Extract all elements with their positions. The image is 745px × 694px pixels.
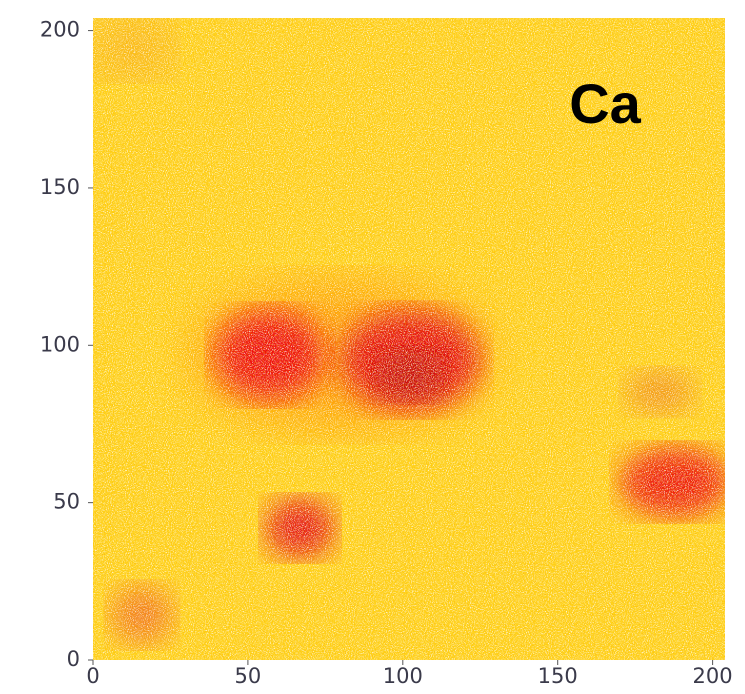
- x-tick-label: 100: [383, 664, 423, 688]
- y-tick-label: 100: [40, 332, 80, 356]
- x-tick-label: 0: [86, 664, 99, 688]
- heatmap-image: [93, 18, 725, 660]
- annotation: Ca: [569, 72, 641, 135]
- y-tick-label: 150: [40, 175, 80, 199]
- x-tick-label: 200: [693, 664, 733, 688]
- x-tick-label: 150: [538, 664, 578, 688]
- y-tick-label: 200: [40, 18, 80, 42]
- y-tick-label: 50: [53, 490, 80, 514]
- y-tick-label: 0: [67, 647, 80, 671]
- x-tick-label: 50: [235, 664, 262, 688]
- axes: 0 50 100 150 200 0 50 100 150 200: [40, 18, 733, 688]
